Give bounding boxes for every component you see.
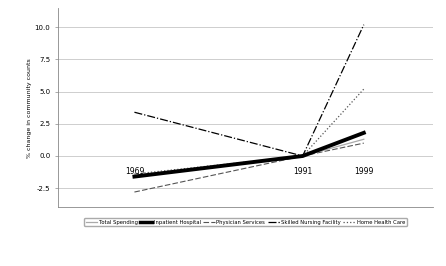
Physician Services	[132, 190, 137, 194]
Skilled Nursing Facility	[300, 154, 306, 157]
Line: Physician Services: Physician Services	[134, 143, 364, 192]
Skilled Nursing Facility	[132, 111, 137, 114]
Total Spending	[361, 138, 367, 141]
Inpatient Hospital	[361, 131, 367, 134]
Skilled Nursing Facility	[361, 23, 367, 26]
Total Spending	[132, 174, 137, 177]
Home Health Care	[361, 88, 367, 91]
Line: Home Health Care: Home Health Care	[134, 89, 364, 174]
Physician Services	[361, 142, 367, 145]
Y-axis label: % change in community counts: % change in community counts	[27, 58, 32, 157]
Inpatient Hospital	[132, 175, 137, 178]
Line: Total Spending: Total Spending	[134, 139, 364, 175]
Legend: Total Spending, Inpatient Hospital, Physician Services, Skilled Nursing Facility: Total Spending, Inpatient Hospital, Phys…	[84, 218, 407, 226]
Line: Skilled Nursing Facility: Skilled Nursing Facility	[134, 25, 364, 156]
Text: 1969: 1969	[125, 167, 144, 176]
Home Health Care	[132, 172, 137, 176]
Inpatient Hospital	[300, 154, 306, 157]
Text: 1999: 1999	[354, 167, 373, 176]
Physician Services	[300, 154, 306, 157]
Total Spending	[300, 154, 306, 157]
Text: 1991: 1991	[293, 167, 312, 176]
Line: Inpatient Hospital: Inpatient Hospital	[134, 133, 364, 177]
Home Health Care	[300, 154, 306, 157]
